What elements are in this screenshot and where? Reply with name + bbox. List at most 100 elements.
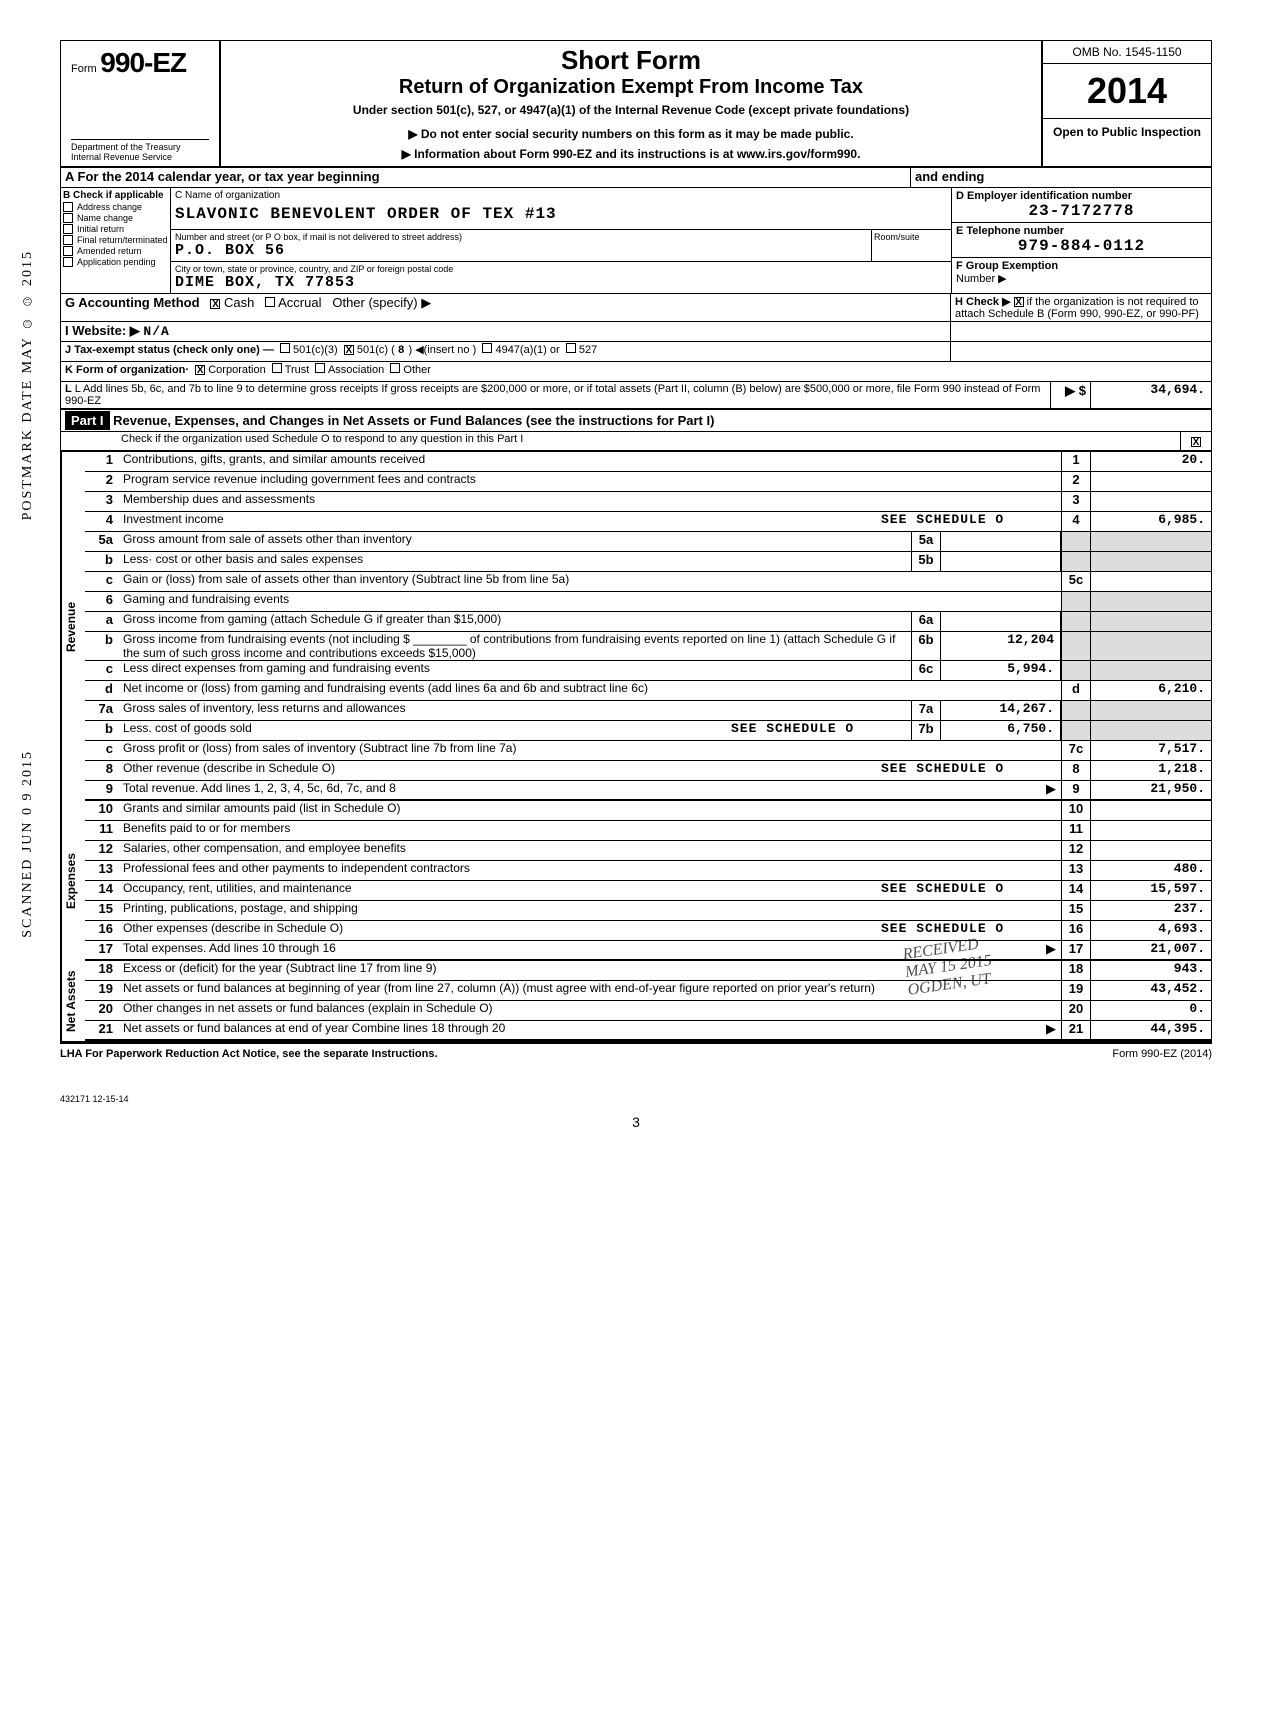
result-value: [1091, 472, 1211, 491]
line-15: 15Printing, publications, postage, and s…: [85, 901, 1211, 921]
line-desc: Gross sales of inventory, less returns a…: [119, 701, 911, 720]
result-value: [1091, 841, 1211, 860]
inner-box-num: 6c: [911, 661, 941, 680]
row-b-checks: B Check if applicable Address change Nam…: [61, 188, 171, 293]
line-desc: Printing, publications, postage, and shi…: [119, 901, 1061, 920]
chk-trust[interactable]: [272, 363, 282, 373]
result-num: 21: [1061, 1021, 1091, 1039]
result-num: d: [1061, 681, 1091, 700]
line-desc: Other revenue (describe in Schedule O): [119, 761, 881, 780]
line-desc: Less direct expenses from gaming and fun…: [119, 661, 911, 680]
result-value: 480.: [1091, 861, 1211, 880]
line-number: 16: [85, 921, 119, 940]
result-num: 12: [1061, 841, 1091, 860]
chk-addr-change[interactable]: [63, 202, 73, 212]
row-g-h: G Accounting Method Cash Accrual Other (…: [61, 294, 1211, 322]
result-num: 15: [1061, 901, 1091, 920]
open-inspection: Open to Public Inspection: [1043, 118, 1211, 145]
chk-pending[interactable]: [63, 257, 73, 267]
line-desc: Salaries, other compensation, and employ…: [119, 841, 1061, 860]
footer-code: 432171 12-15-14: [60, 1094, 1212, 1104]
phone-value: 979-884-0112: [956, 237, 1207, 255]
line-19: 19Net assets or fund balances at beginni…: [85, 981, 1211, 1001]
result-value: [1091, 821, 1211, 840]
schedule-note: SEE SCHEDULE O: [881, 761, 1061, 780]
result-num: 7c: [1061, 741, 1091, 760]
row-a: A For the 2014 calendar year, or tax yea…: [61, 168, 1211, 188]
result-value: 943.: [1091, 961, 1211, 980]
chk-amended[interactable]: [63, 246, 73, 256]
chk-final[interactable]: [63, 235, 73, 245]
line-desc: Gaming and fundraising events: [119, 592, 1061, 611]
room-suite: Room/suite: [871, 230, 951, 261]
line-a: aGross income from gaming (attach Schedu…: [85, 612, 1211, 632]
line-number: b: [85, 632, 119, 660]
line-12: 12Salaries, other compensation, and empl…: [85, 841, 1211, 861]
line-desc: Gain or (loss) from sale of assets other…: [119, 572, 1061, 591]
line-desc: Other expenses (describe in Schedule O): [119, 921, 881, 940]
irs-label: Internal Revenue Service: [71, 152, 209, 162]
result-value: 4,693.: [1091, 921, 1211, 940]
line-21: 21Net assets or fund balances at end of …: [85, 1021, 1211, 1041]
chk-501c3[interactable]: [280, 343, 290, 353]
line-11: 11Benefits paid to or for members11: [85, 821, 1211, 841]
result-num: 1: [1061, 452, 1091, 471]
line-number: 14: [85, 881, 119, 900]
section-netassets: Net Assets: [61, 961, 85, 1041]
line-desc: Other changes in net assets or fund bala…: [119, 1001, 1061, 1020]
arrow-icon: ▶: [1041, 1021, 1061, 1039]
result-num: 14: [1061, 881, 1091, 900]
line-number: 12: [85, 841, 119, 860]
chk-name-change[interactable]: [63, 213, 73, 223]
line-desc: Net income or (loss) from gaming and fun…: [119, 681, 1061, 700]
line-number: 6: [85, 592, 119, 611]
chk-4947[interactable]: [482, 343, 492, 353]
footer: LHA For Paperwork Reduction Act Notice, …: [60, 1044, 1212, 1064]
chk-527[interactable]: [566, 343, 576, 353]
chk-corp[interactable]: [195, 365, 205, 375]
result-value: 21,950.: [1091, 781, 1211, 799]
chk-part1-sched-o[interactable]: [1191, 437, 1201, 447]
chk-accrual[interactable]: [265, 297, 275, 307]
result-num: 5c: [1061, 572, 1091, 591]
inner-box-val: 6,750.: [941, 721, 1061, 740]
part1-check-row: Check if the organization used Schedule …: [61, 432, 1211, 452]
section-revenue: Revenue: [61, 452, 85, 801]
result-value: 44,395.: [1091, 1021, 1211, 1039]
result-num: 18: [1061, 961, 1091, 980]
main-title: Return of Organization Exempt From Incom…: [229, 76, 1033, 99]
chk-sched-b[interactable]: [1014, 297, 1024, 307]
line-17: 17Total expenses. Add lines 10 through 1…: [85, 941, 1211, 961]
chk-assoc[interactable]: [315, 363, 325, 373]
line-number: 20: [85, 1001, 119, 1020]
line-number: c: [85, 572, 119, 591]
header-row: Form 990-EZ Department of the Treasury I…: [61, 41, 1211, 168]
line-2: 2Program service revenue including gover…: [85, 472, 1211, 492]
line-desc: Less· cost or other basis and sales expe…: [119, 552, 911, 571]
chk-cash[interactable]: [210, 299, 220, 309]
inner-box-val: [941, 612, 1061, 631]
line-number: b: [85, 721, 119, 740]
ssn-warning: ▶ Do not enter social security numbers o…: [229, 127, 1033, 141]
line-16: 16Other expenses (describe in Schedule O…: [85, 921, 1211, 941]
row-a-label: A For the 2014 calendar year, or tax yea…: [61, 168, 911, 187]
line-desc: Contributions, gifts, grants, and simila…: [119, 452, 1061, 471]
chk-other-org[interactable]: [390, 363, 400, 373]
org-name: SLAVONIC BENEVOLENT ORDER OF TEX #13: [175, 201, 947, 227]
line-number: 15: [85, 901, 119, 920]
line-number: 21: [85, 1021, 119, 1039]
line-b: bLess. cost of goods soldSEE SCHEDULE O7…: [85, 721, 1211, 741]
postmark-sidetext: POSTMARK DATE MAY ☺ ☺ 2015: [20, 250, 36, 520]
city-value: DIME BOX, TX 77853: [175, 274, 947, 291]
chk-501c[interactable]: [344, 345, 354, 355]
line-5a: 5aGross amount from sale of assets other…: [85, 532, 1211, 552]
line-number: b: [85, 552, 119, 571]
result-value: [1091, 492, 1211, 511]
section-expenses: Expenses: [61, 801, 85, 961]
row-a-ending: and ending: [911, 168, 1211, 187]
inner-box-num: 7a: [911, 701, 941, 720]
result-num: 13: [1061, 861, 1091, 880]
line-number: 7a: [85, 701, 119, 720]
form-prefix: Form: [71, 63, 97, 75]
chk-initial[interactable]: [63, 224, 73, 234]
